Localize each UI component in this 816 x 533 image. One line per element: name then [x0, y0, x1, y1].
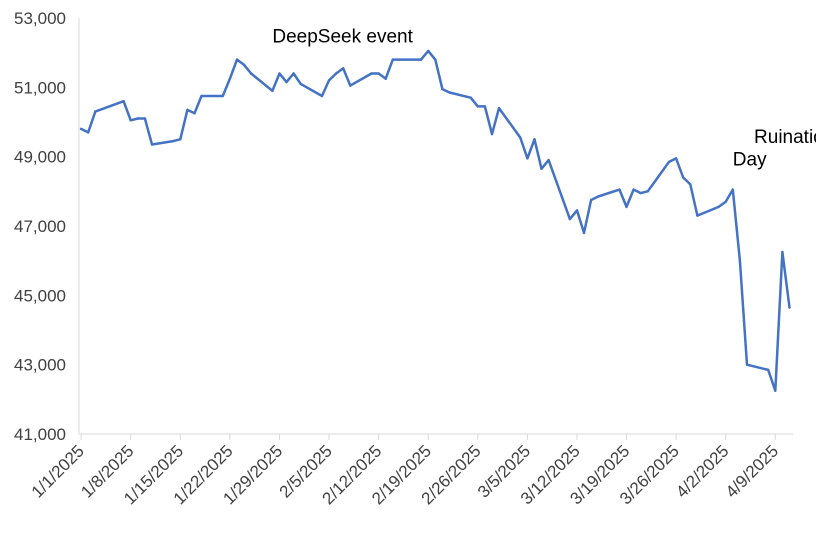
data-point: [632, 188, 635, 191]
data-point: [625, 205, 628, 209]
y-axis-tick-labels: 41,000 43,000 45,000 47,000 49,000 51,000 53,0…: [14, 9, 66, 444]
data-point: [143, 117, 147, 120]
data-point: [186, 108, 189, 112]
data-point: [285, 80, 288, 84]
data-point: [150, 143, 154, 146]
data-point: [299, 82, 302, 86]
y-tick-label: 51,000: [14, 78, 66, 97]
data-point: [271, 89, 274, 93]
data-point: [391, 58, 394, 61]
data-point: [228, 77, 232, 80]
y-tick-label: 45,000: [14, 286, 66, 305]
data-point: [767, 368, 770, 372]
data-point: [582, 231, 586, 235]
annotation-label: Day: [733, 149, 767, 170]
x-tick-label: 4/2/2025: [672, 441, 732, 501]
data-point: [639, 191, 642, 195]
y-tick-label: 49,000: [14, 148, 66, 167]
data-point: [696, 214, 699, 217]
data-point: [774, 389, 777, 392]
data-point: [575, 209, 579, 212]
data-point: [526, 157, 529, 160]
data-point: [738, 259, 742, 262]
data-point: [618, 188, 621, 191]
annotation-label: Ruination: [754, 127, 816, 148]
data-point: [193, 112, 196, 115]
data-point: [441, 87, 444, 91]
data-point: [122, 100, 125, 103]
data-point: [476, 105, 479, 108]
data-point: [235, 58, 239, 61]
data-point: [370, 72, 373, 75]
data-point: [483, 105, 487, 108]
data-point: [79, 127, 83, 131]
data-point: [689, 183, 692, 186]
data-point: [717, 205, 720, 209]
data-point: [278, 72, 281, 75]
data-point: [497, 106, 501, 110]
x-axis-tick-marks: [80, 434, 776, 440]
data-point: [242, 63, 246, 66]
annotation-label: DeepSeek event: [272, 26, 413, 47]
data-point: [589, 198, 593, 202]
data-point: [342, 67, 345, 70]
data-point: [398, 58, 402, 61]
y-tick-label: 53,000: [14, 9, 66, 28]
data-point: [320, 94, 324, 98]
y-tick-label: 47,000: [14, 217, 66, 236]
data-point: [448, 91, 451, 94]
data-point: [334, 72, 338, 75]
data-point: [221, 94, 224, 98]
data-point: [469, 96, 472, 99]
data-point: [419, 58, 423, 61]
data-point: [533, 138, 536, 141]
data-point: [490, 132, 494, 136]
data-point: [136, 117, 139, 120]
y-tick-label: 41,000: [14, 425, 66, 444]
data-point: [200, 94, 203, 98]
data-point: [349, 84, 352, 87]
data-point: [327, 79, 331, 82]
x-axis-tick-labels: 1/1/20251/8/20251/15/20251/22/20251/29/2…: [28, 441, 782, 508]
data-point: [384, 77, 387, 80]
series-group: [79, 49, 791, 392]
series-line: [79, 49, 791, 392]
data-point: [94, 110, 97, 113]
data-point: [547, 158, 550, 162]
data-point: [568, 217, 572, 221]
y-tick-label: 43,000: [14, 356, 66, 375]
data-point: [682, 176, 685, 179]
data-point: [172, 139, 175, 143]
data-point: [249, 72, 253, 75]
data-point: [781, 250, 784, 254]
data-point: [667, 160, 671, 164]
data-point: [731, 188, 734, 191]
data-point: [179, 138, 182, 141]
data-point: [745, 363, 749, 366]
data-point: [377, 72, 380, 75]
data-point: [292, 72, 295, 75]
data-point: [519, 136, 522, 139]
data-point: [434, 58, 437, 61]
data-point: [646, 190, 649, 193]
data-point: [540, 167, 543, 170]
data-point: [129, 119, 132, 122]
data-point: [597, 195, 600, 198]
x-tick-label: 4/9/2025: [722, 441, 782, 501]
annotations: DeepSeek event RuinationDay: [272, 26, 816, 170]
x-tick-label: 1/1/2025: [28, 441, 88, 501]
data-point: [788, 306, 791, 309]
data-point: [87, 131, 90, 134]
data-point: [724, 200, 727, 203]
data-point: [674, 157, 678, 160]
data-point: [427, 49, 430, 53]
